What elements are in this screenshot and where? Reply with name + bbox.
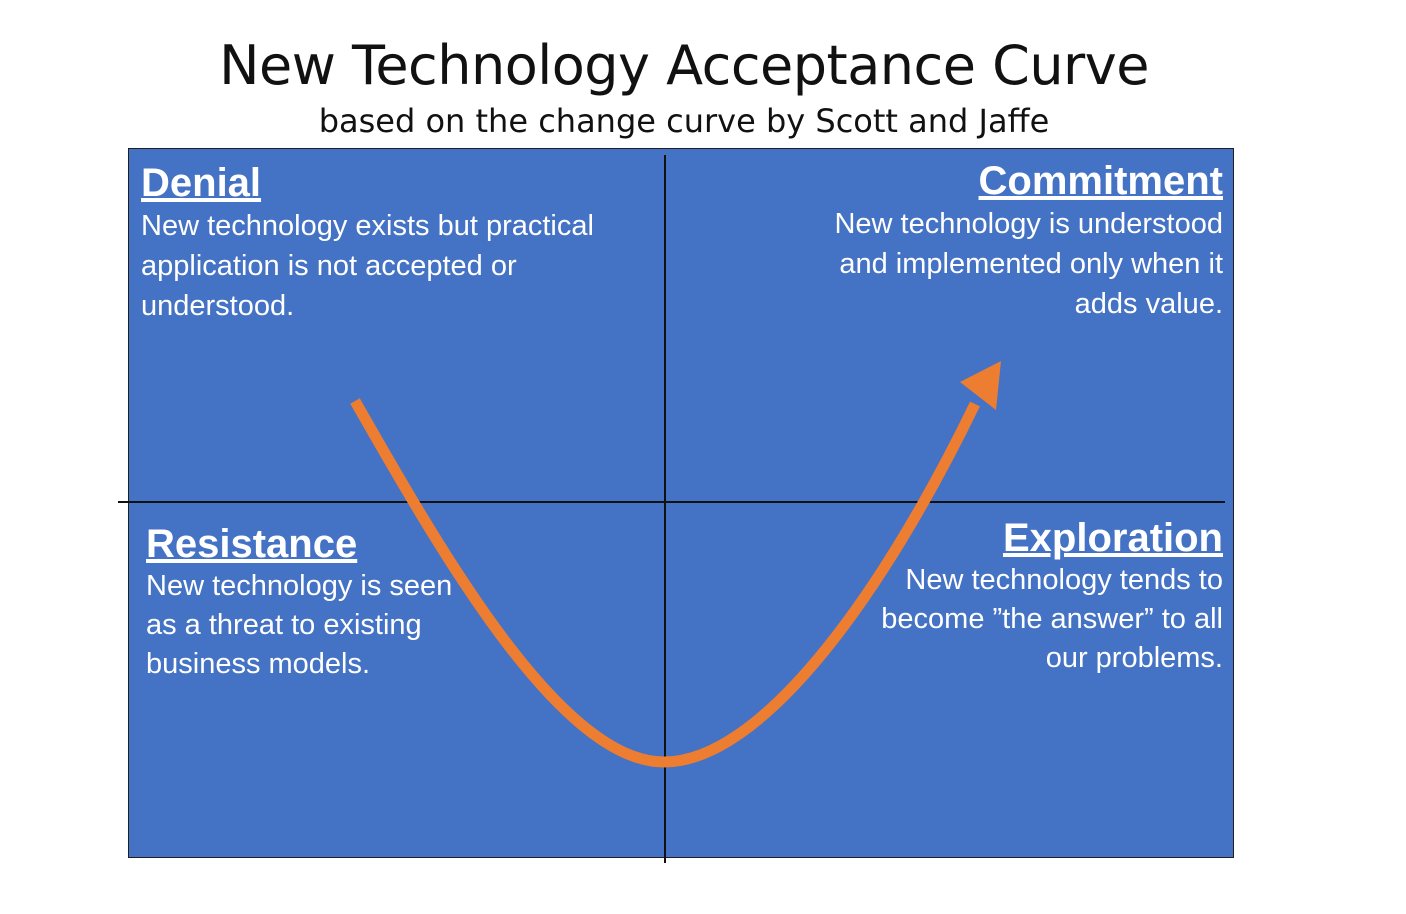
denial-desc-line: New technology exists but practical [141,210,594,242]
diagram-subtitle: based on the change curve by Scott and J… [318,102,1050,140]
commitment-desc-line: and implemented only when it [839,248,1223,280]
curve-arrowhead-icon [960,361,1001,410]
resistance-desc-line: New technology is seen [146,570,453,602]
exploration-desc-line: our problems. [1045,642,1223,674]
horizontal-axis [118,501,1225,503]
diagram-title: New Technology Acceptance Curve [219,34,1149,97]
quadrant-panel [128,148,1234,858]
commitment-heading: Commitment [978,159,1223,203]
exploration-heading: Exploration [1002,516,1223,560]
quadrant-commitment: Commitment New technology is understood … [790,158,1223,324]
resistance-desc-line: as a threat to existing [146,609,422,641]
resistance-desc-line: business models. [146,648,371,680]
curve-path [350,398,980,768]
commitment-desc-line: New technology is understood [834,208,1223,240]
quadrant-denial: Denial New technology exists but practic… [141,160,641,326]
commitment-desc-line: adds value. [1074,288,1223,320]
resistance-heading: Resistance [146,522,358,566]
quadrant-resistance: Resistance New technology is seen as a t… [146,521,506,684]
exploration-desc-line: become ”the answer” to all [881,603,1223,635]
denial-desc-line: understood. [141,290,295,322]
quadrant-exploration: Exploration New technology tends to beco… [840,515,1223,678]
denial-desc-line: application is not accepted or [141,250,517,282]
vertical-axis [664,155,666,863]
denial-heading: Denial [141,161,262,205]
exploration-desc-line: New technology tends to [905,564,1223,596]
